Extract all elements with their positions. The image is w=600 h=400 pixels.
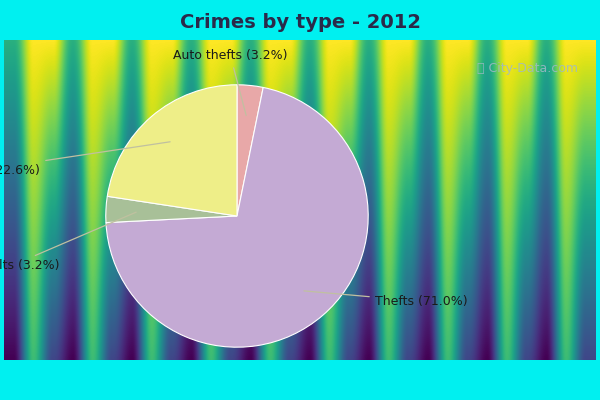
Wedge shape	[106, 88, 368, 347]
Text: Thefts (71.0%): Thefts (71.0%)	[304, 291, 467, 308]
Text: Assaults (3.2%): Assaults (3.2%)	[0, 212, 136, 272]
Wedge shape	[107, 85, 237, 216]
Wedge shape	[106, 196, 237, 222]
Wedge shape	[237, 85, 263, 216]
Text: Burglaries (22.6%): Burglaries (22.6%)	[0, 142, 170, 176]
Bar	[4, 40, 596, 360]
Text: Auto thefts (3.2%): Auto thefts (3.2%)	[173, 50, 287, 116]
Text: Crimes by type - 2012: Crimes by type - 2012	[179, 12, 421, 32]
Text: ⓘ City-Data.com: ⓘ City-Data.com	[477, 62, 578, 75]
